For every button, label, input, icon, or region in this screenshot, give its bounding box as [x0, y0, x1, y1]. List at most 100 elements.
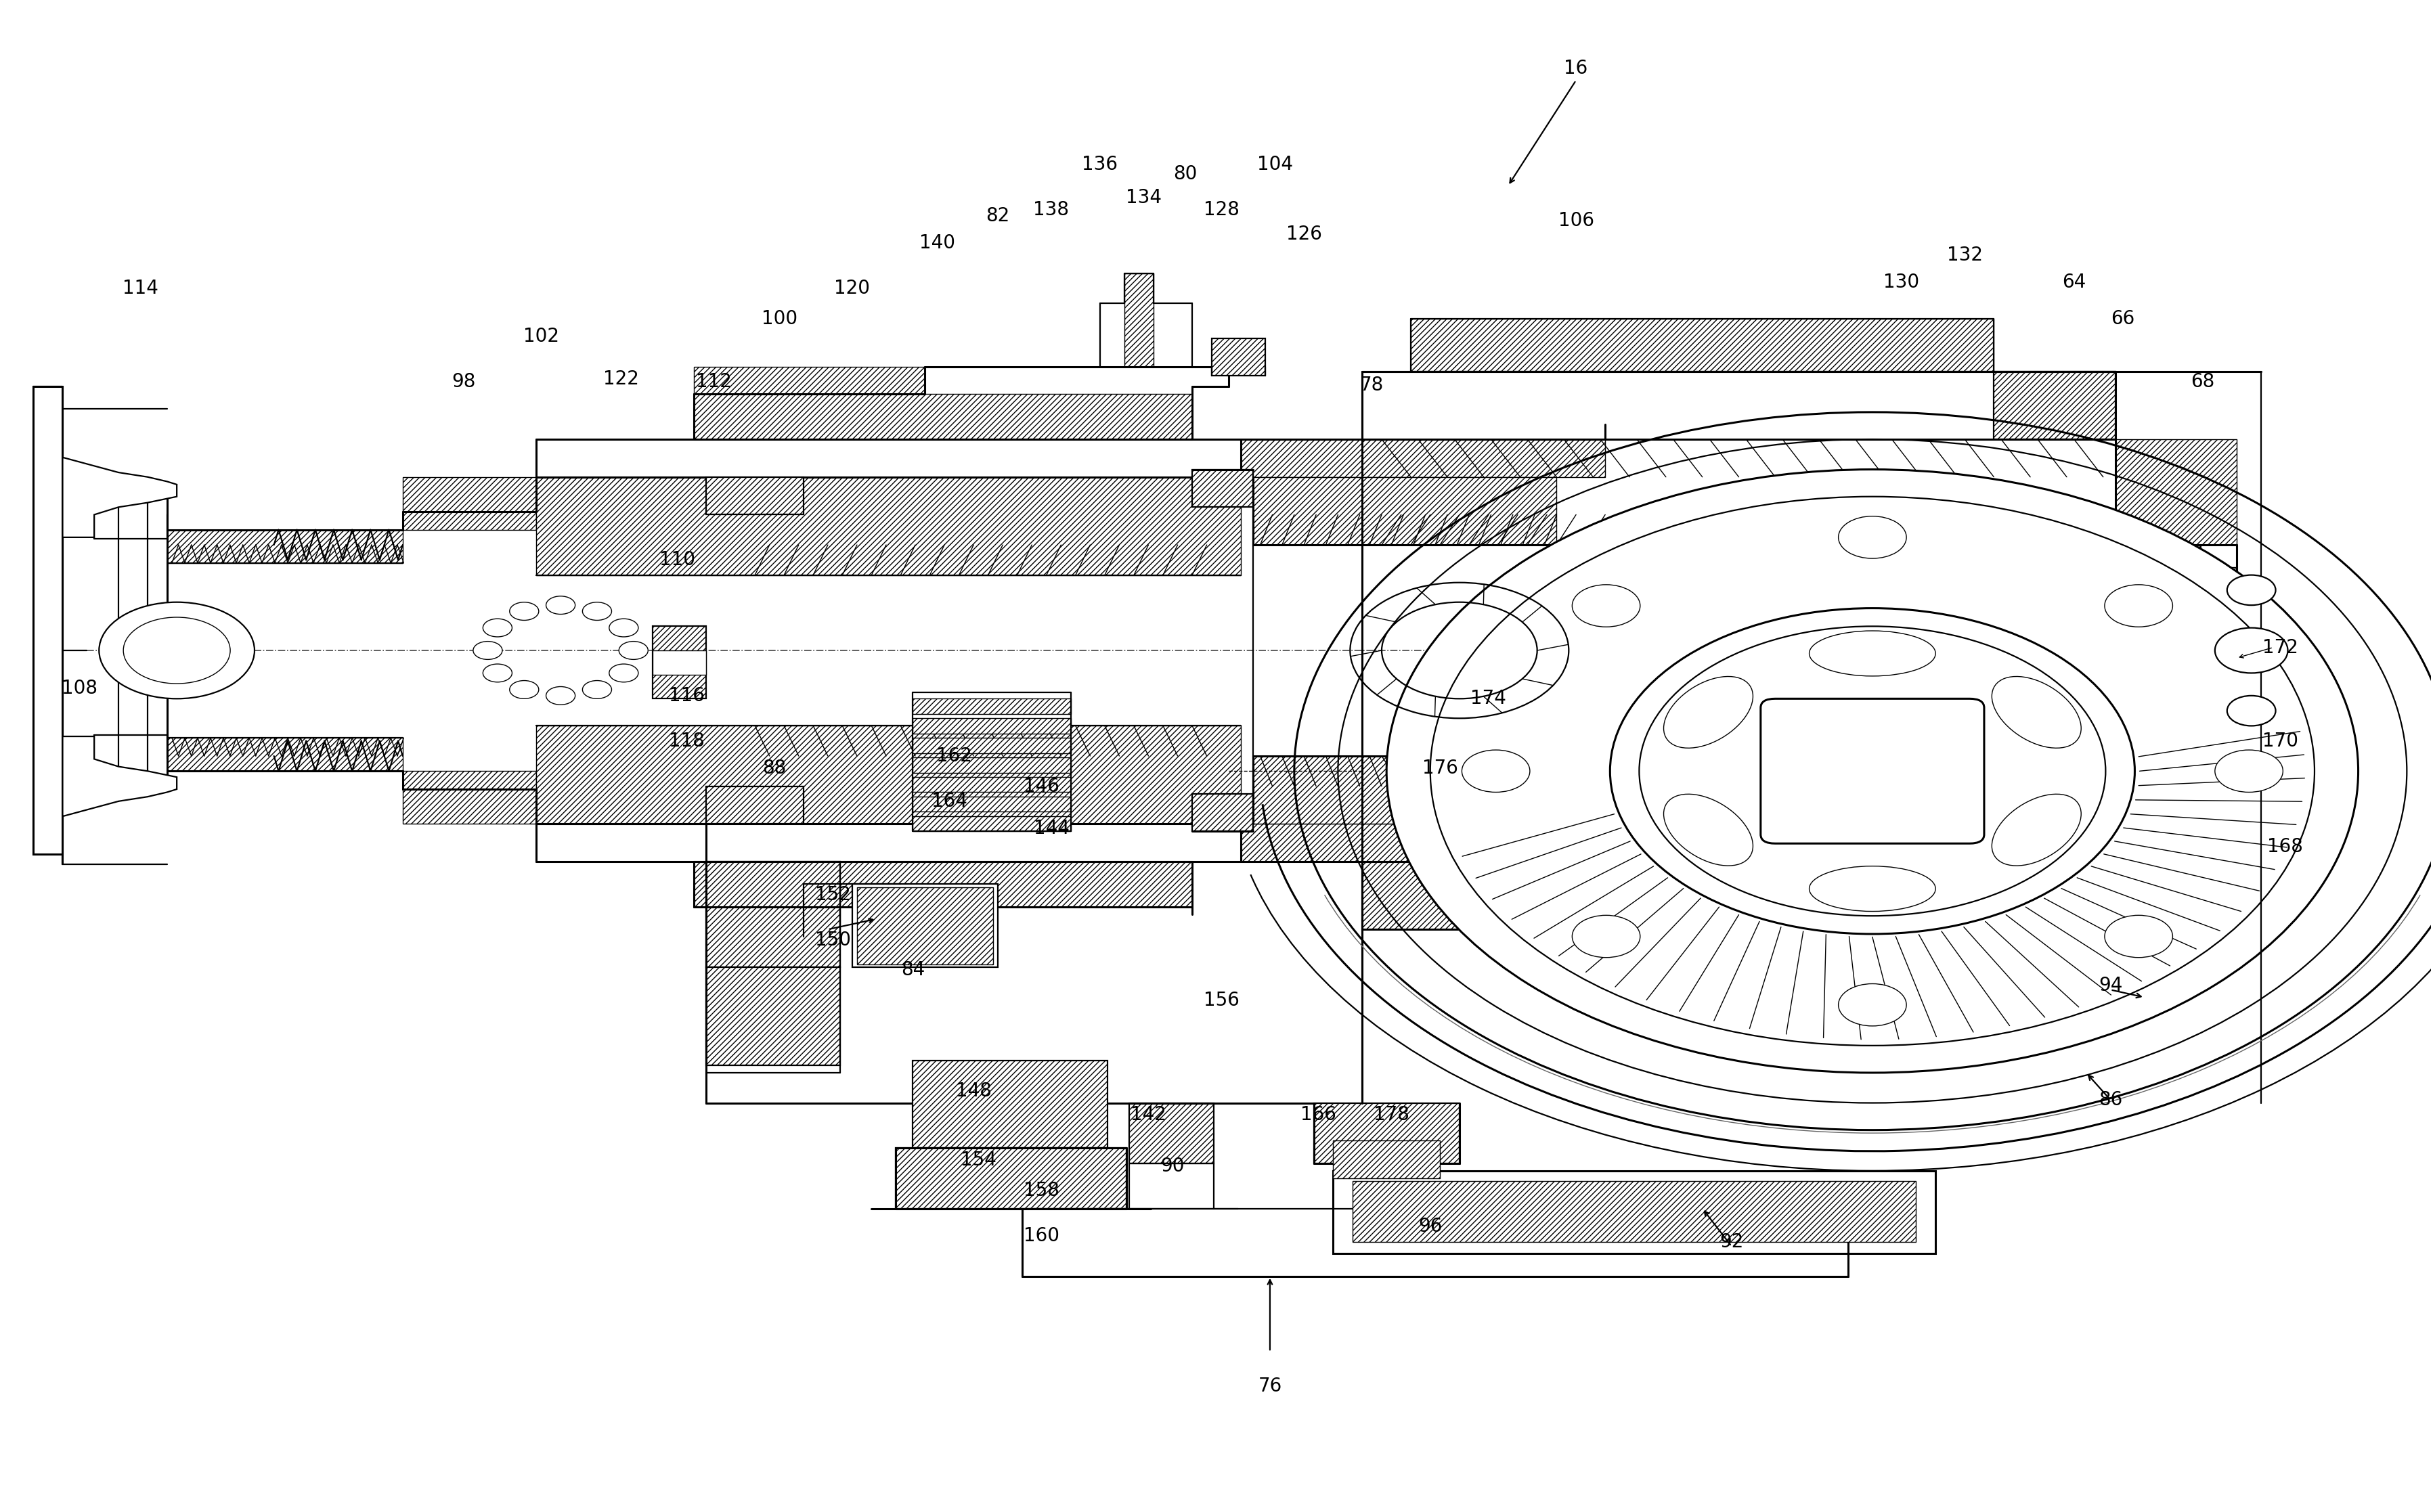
Bar — [1995, 372, 2114, 440]
Bar — [706, 476, 803, 514]
Text: 152: 152 — [815, 886, 852, 904]
Circle shape — [2214, 627, 2287, 673]
Text: 66: 66 — [2112, 308, 2134, 328]
Circle shape — [2105, 585, 2173, 627]
Bar — [912, 816, 1071, 832]
Bar — [1192, 794, 1253, 832]
FancyBboxPatch shape — [1761, 699, 1985, 844]
Ellipse shape — [1993, 676, 2080, 748]
Text: 84: 84 — [900, 960, 925, 980]
Bar — [535, 726, 1241, 824]
Text: 150: 150 — [815, 930, 852, 950]
Text: 130: 130 — [1883, 274, 1920, 292]
Polygon shape — [63, 410, 178, 537]
Text: 148: 148 — [956, 1081, 993, 1101]
Bar — [1314, 1102, 1460, 1163]
Text: 126: 126 — [1287, 225, 1321, 243]
Circle shape — [608, 618, 637, 637]
Text: 92: 92 — [1720, 1232, 1744, 1250]
Text: 160: 160 — [1024, 1226, 1058, 1244]
Bar — [1333, 1140, 1440, 1178]
Text: 154: 154 — [961, 1151, 998, 1170]
Bar — [706, 968, 839, 1064]
Circle shape — [1572, 585, 1640, 627]
Circle shape — [581, 602, 611, 620]
Bar — [1333, 1170, 1937, 1253]
Bar — [168, 529, 404, 562]
Bar — [1253, 756, 1557, 824]
Text: 80: 80 — [1173, 165, 1197, 183]
Circle shape — [1431, 496, 2314, 1046]
Text: 112: 112 — [696, 372, 732, 392]
Circle shape — [124, 617, 231, 683]
Circle shape — [545, 686, 574, 705]
Text: 122: 122 — [603, 369, 640, 389]
Ellipse shape — [1810, 631, 1937, 676]
Ellipse shape — [1664, 676, 1752, 748]
Bar — [404, 511, 535, 529]
Circle shape — [472, 641, 501, 659]
Bar — [912, 718, 1071, 733]
Circle shape — [608, 664, 637, 682]
Text: 82: 82 — [985, 207, 1010, 225]
Text: 104: 104 — [1258, 156, 1292, 174]
Circle shape — [482, 664, 511, 682]
Text: 64: 64 — [2063, 274, 2085, 292]
Text: 118: 118 — [669, 732, 706, 750]
Text: 138: 138 — [1034, 201, 1068, 219]
Circle shape — [2226, 696, 2275, 726]
Bar — [2114, 440, 2236, 544]
Circle shape — [618, 641, 647, 659]
Bar — [535, 476, 1241, 575]
Bar — [404, 789, 535, 824]
Circle shape — [545, 596, 574, 614]
Circle shape — [1572, 915, 1640, 957]
Bar — [1192, 469, 1253, 507]
Text: 108: 108 — [61, 679, 97, 697]
Text: 158: 158 — [1024, 1181, 1058, 1201]
Text: 162: 162 — [937, 747, 973, 765]
Text: 90: 90 — [1161, 1157, 1185, 1176]
Bar — [693, 862, 1192, 907]
Circle shape — [2226, 575, 2275, 605]
Text: 68: 68 — [2190, 372, 2214, 392]
Bar — [1241, 824, 1606, 862]
Ellipse shape — [1664, 794, 1752, 866]
Bar — [1253, 476, 1557, 544]
Text: 136: 136 — [1083, 156, 1117, 174]
Text: 86: 86 — [2100, 1090, 2122, 1110]
Text: 96: 96 — [1418, 1217, 1443, 1235]
Circle shape — [1611, 608, 2134, 934]
Text: 134: 134 — [1126, 189, 1161, 207]
Text: 94: 94 — [2100, 975, 2122, 995]
Bar — [852, 885, 998, 968]
Circle shape — [482, 618, 511, 637]
Circle shape — [1839, 984, 1907, 1027]
Bar — [1353, 1181, 1917, 1241]
Text: 78: 78 — [1360, 375, 1384, 395]
Bar — [912, 777, 1071, 792]
Text: 142: 142 — [1131, 1105, 1165, 1125]
Bar — [1124, 274, 1153, 367]
Bar — [1362, 862, 2114, 930]
Text: 140: 140 — [920, 234, 956, 253]
Circle shape — [508, 680, 538, 699]
Bar — [895, 1148, 1126, 1208]
Circle shape — [2214, 750, 2282, 792]
Bar — [404, 771, 535, 789]
Bar — [1212, 339, 1265, 376]
Bar — [2114, 718, 2236, 733]
Circle shape — [508, 602, 538, 620]
Text: 128: 128 — [1204, 201, 1238, 219]
Bar — [706, 862, 839, 968]
Bar — [912, 738, 1071, 753]
Circle shape — [1462, 750, 1530, 792]
Text: 178: 178 — [1375, 1105, 1409, 1125]
Circle shape — [100, 602, 255, 699]
Bar — [652, 650, 706, 674]
Bar — [1241, 440, 1606, 476]
Text: 76: 76 — [1258, 1377, 1282, 1396]
Text: 166: 166 — [1302, 1105, 1336, 1125]
Text: 106: 106 — [1557, 212, 1594, 230]
Circle shape — [1387, 469, 2358, 1072]
